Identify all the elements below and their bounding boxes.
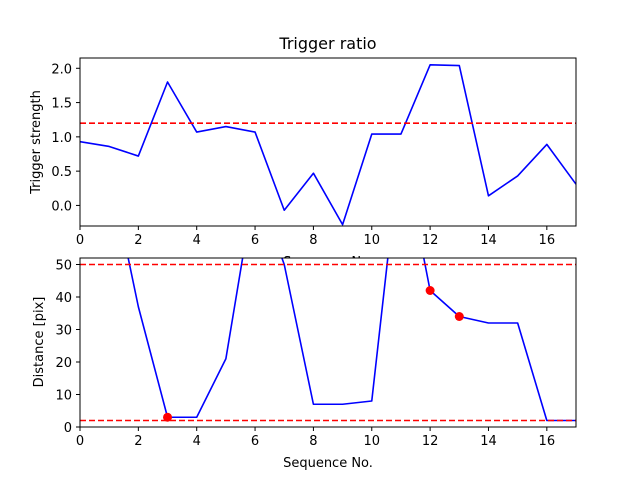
top-y-tick-label: 1.5 xyxy=(51,97,72,112)
bottom-plot-frame xyxy=(79,257,577,428)
top-x-tick-label: 0 xyxy=(76,233,84,248)
bottom-y-tick-label: 30 xyxy=(55,324,72,339)
top-y-tick-label: 0.5 xyxy=(51,165,72,180)
top-y-tick-label: 1.0 xyxy=(51,131,72,146)
top-x-tick-label: 14 xyxy=(480,233,497,248)
bottom-plot-area xyxy=(80,258,576,422)
bottom-highlight-point xyxy=(163,412,173,422)
top-chart-title: Trigger ratio xyxy=(278,34,376,53)
bottom-plot-lines xyxy=(80,258,576,422)
bottom-x-tick-label: 10 xyxy=(363,434,380,449)
bottom-x-tick-label: 2 xyxy=(134,434,142,449)
bottom-highlight-point xyxy=(454,312,464,321)
bottom-x-tick-label: 4 xyxy=(193,434,201,449)
bottom-x-tick-label: 12 xyxy=(422,434,439,449)
bottom-x-tick-label: 14 xyxy=(480,434,497,449)
bottom-x-tick-label: 16 xyxy=(539,434,556,449)
bottom-y-tick-label: 10 xyxy=(55,389,72,404)
top-plot-frame xyxy=(79,57,577,227)
bottom-highlight-point xyxy=(425,286,435,295)
top-y-axis-label: Trigger strength xyxy=(29,90,44,195)
top-x-tick-label: 2 xyxy=(134,233,142,248)
bottom-x-axis-label: Sequence No. xyxy=(283,456,373,471)
bottom-y-tick-label: 20 xyxy=(55,356,72,371)
bottom-axis-ticks: 0 2 4 6 8 10 12 14 16 0 10 20 30 40 50 xyxy=(55,259,555,450)
bottom-plot-background xyxy=(80,258,576,427)
top-plot-lines xyxy=(80,64,576,226)
top-y-tick-label: 2.0 xyxy=(51,62,72,77)
top-x-tick-label: 10 xyxy=(363,233,380,248)
top-x-tick-label: 6 xyxy=(251,233,259,248)
top-axis-ticks: 0 2 4 6 8 10 12 14 16 0.0 0.5 1.0 1.5 2.0 xyxy=(51,62,555,248)
bottom-series-line xyxy=(127,258,576,422)
top-x-tick-label: 16 xyxy=(539,233,556,248)
bottom-x-tick-label: 0 xyxy=(76,434,84,449)
top-y-tick-label: 0.0 xyxy=(51,199,72,214)
top-plot-area xyxy=(80,64,576,226)
bottom-y-tick-label: 50 xyxy=(55,259,72,274)
top-series-line xyxy=(80,64,576,226)
top-x-tick-label: 8 xyxy=(309,233,317,248)
top-x-tick-label: 4 xyxy=(193,233,201,248)
bottom-y-tick-label: 0 xyxy=(64,421,72,436)
bottom-y-axis-label: Distance [pix] xyxy=(32,297,47,388)
bottom-x-tick-label: 6 xyxy=(251,434,259,449)
bottom-subplot: 0 2 4 6 8 10 12 14 16 0 10 20 30 40 50 Sequence No. Di… xyxy=(32,257,577,471)
bottom-y-tick-label: 40 xyxy=(55,291,72,306)
bottom-x-tick-label: 8 xyxy=(309,434,317,449)
top-x-tick-label: 12 xyxy=(422,233,439,248)
